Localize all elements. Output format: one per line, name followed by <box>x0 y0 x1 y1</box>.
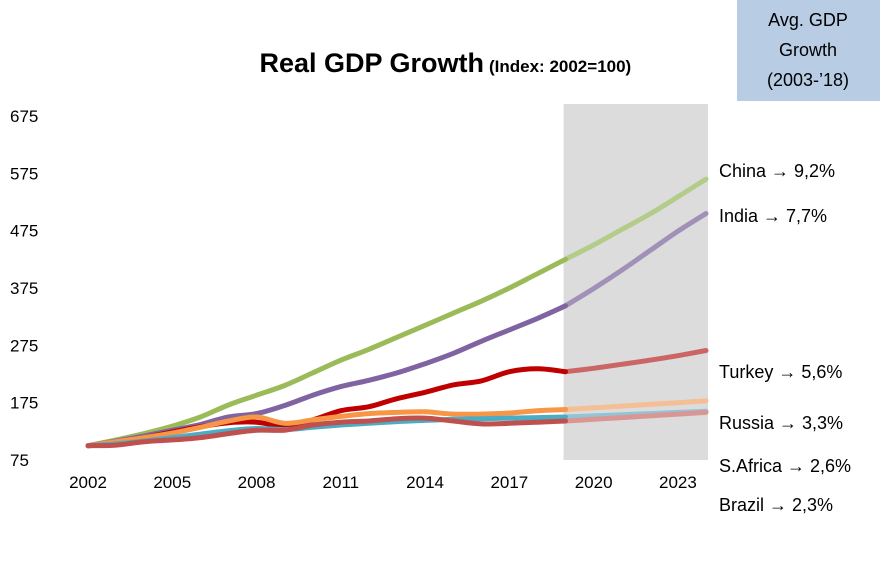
series-line-projection <box>563 211 709 309</box>
y-tick-label: 575 <box>10 164 38 183</box>
x-tick-label: 2002 <box>69 473 107 492</box>
legend-box-line-2: Growth <box>779 40 837 60</box>
legend-box-background <box>737 0 880 101</box>
series-annotation: Turkey → 5,6% <box>719 362 842 382</box>
y-tick-label: 675 <box>10 107 38 126</box>
series-annotation: India → 7,7% <box>719 206 827 226</box>
series-line-projection <box>563 176 709 262</box>
chart-subtitle: (Index: 2002=100) <box>489 57 631 76</box>
series-line-projection <box>563 348 709 375</box>
y-tick-label: 175 <box>10 394 38 413</box>
y-tick-label: 75 <box>10 451 29 470</box>
x-tick-label: 2020 <box>575 473 613 492</box>
x-axis-ticks: 2002 2005 2008 2011 2014 2017 2020 2023 <box>69 473 697 492</box>
series-line <box>85 415 568 449</box>
series-line <box>85 407 568 449</box>
y-tick-label: 275 <box>10 336 38 355</box>
series-annotation: Russia → 3,3% <box>719 413 843 433</box>
chart-title: Real GDP Growth <box>259 48 484 78</box>
series-annotation: S.Africa → 2,6% <box>719 456 851 476</box>
series-lines <box>85 176 709 449</box>
x-tick-label: 2014 <box>406 473 444 492</box>
series-annotation: China → 9,2% <box>719 161 835 181</box>
legend-box-line-3: (2003-’18) <box>767 70 849 90</box>
x-tick-label: 2005 <box>153 473 191 492</box>
series-annotation: Brazil → 2,3% <box>719 495 833 515</box>
x-tick-label: 2023 <box>659 473 697 492</box>
series-line <box>85 256 568 449</box>
x-tick-label: 2017 <box>490 473 528 492</box>
series-line-projection <box>563 409 709 424</box>
series-annotations: China → 9,2% India → 7,7% Turkey → 5,6% Rus… <box>719 161 851 515</box>
legend-box: Avg. GDP Growth (2003-’18) <box>737 0 880 101</box>
series-line-projection <box>563 398 709 412</box>
x-tick-label: 2011 <box>323 473 360 492</box>
y-tick-label: 475 <box>10 222 38 241</box>
legend-box-line-1: Avg. GDP <box>768 10 848 30</box>
y-tick-label: 375 <box>10 279 38 298</box>
x-tick-label: 2008 <box>238 473 276 492</box>
y-axis-ticks: 675 575 475 375 275 175 75 <box>10 107 38 470</box>
